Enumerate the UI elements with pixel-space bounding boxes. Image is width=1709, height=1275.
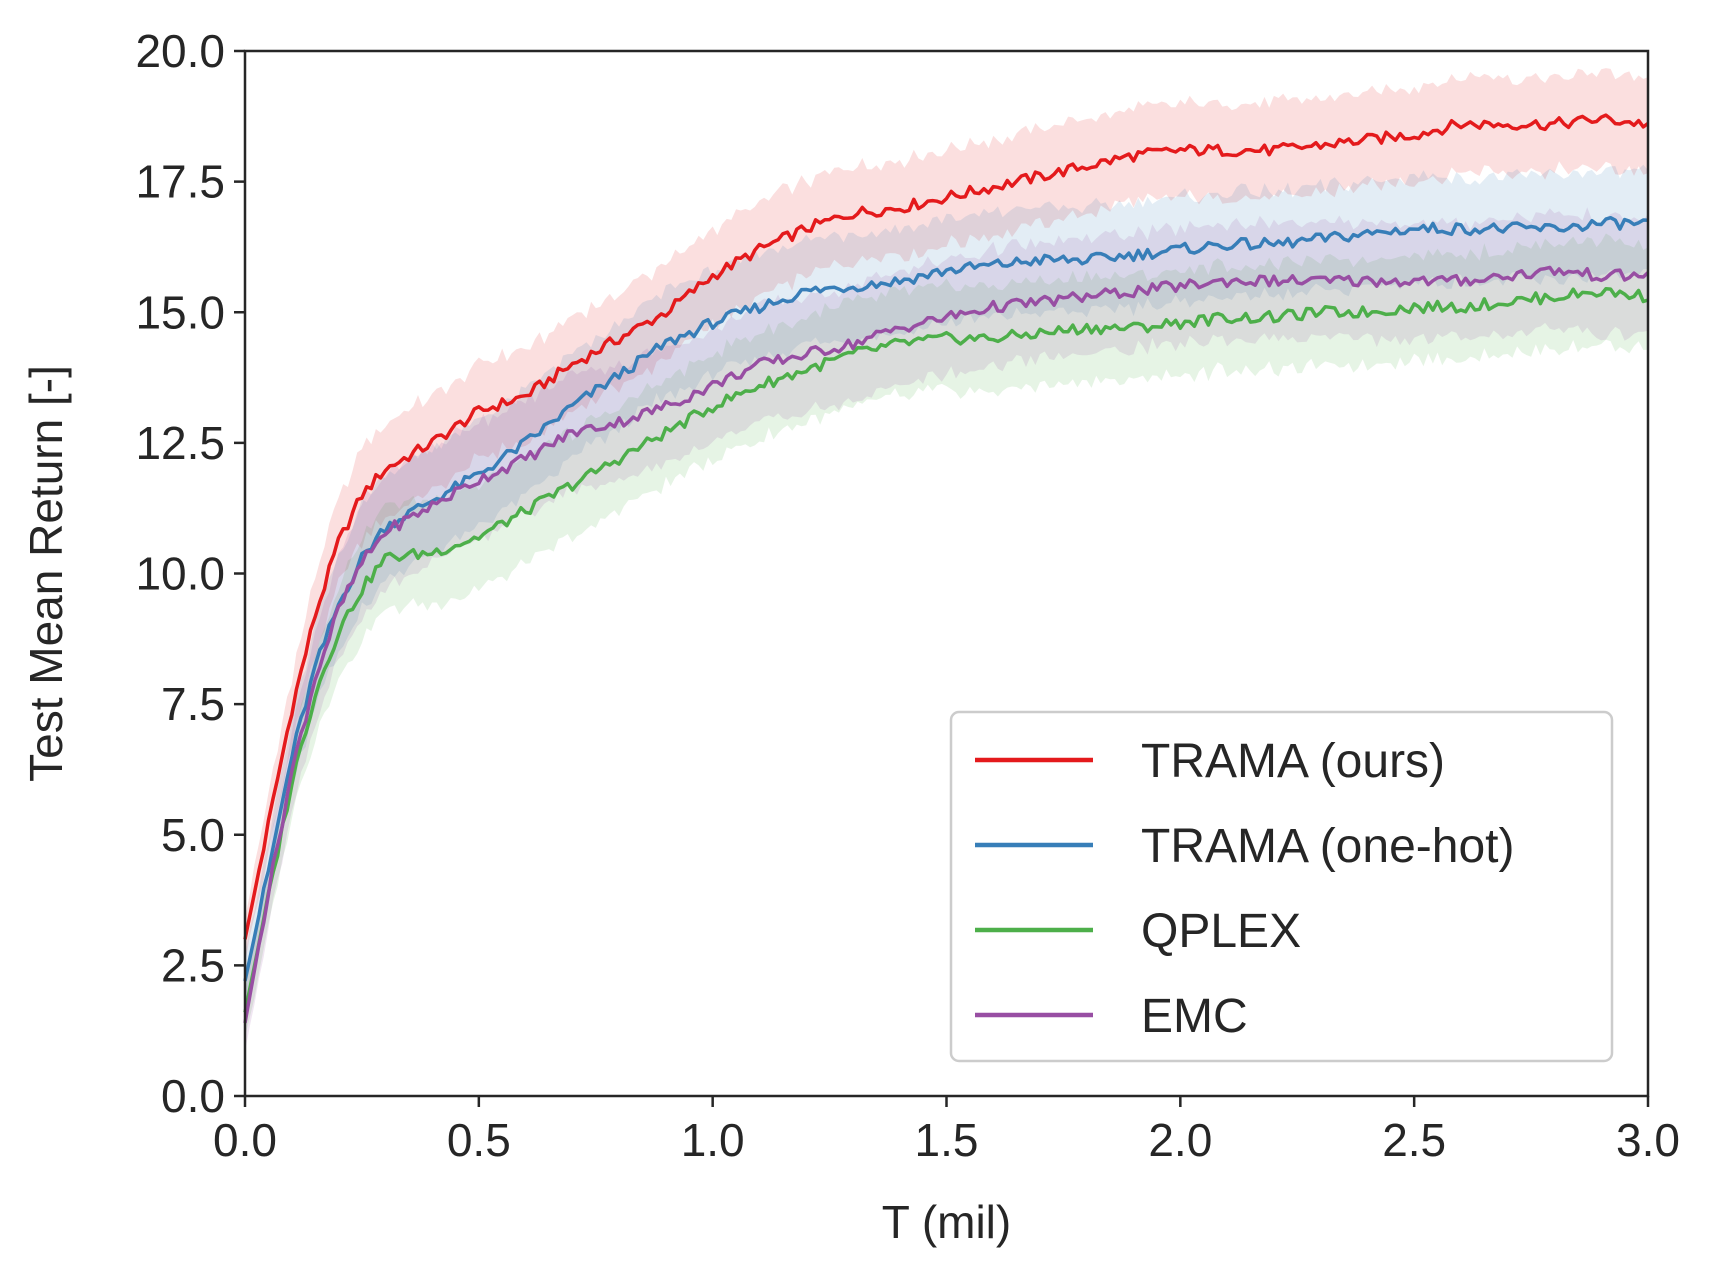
confidence-band [245,233,1648,1037]
x-tick-label: 0.5 [447,1114,511,1166]
legend-item: TRAMA (one-hot) [975,820,1514,873]
y-tick-label: 2.5 [161,939,225,991]
series-lines [243,113,1650,1024]
legend-label: TRAMA (one-hot) [1141,820,1514,873]
x-tick-label: 1.0 [681,1114,745,1166]
y-tick-label: 10.0 [135,548,225,600]
y-tick-label: 15.0 [135,286,225,338]
legend: TRAMA (ours) TRAMA (one-hot) QPLEX EMC [949,710,1614,1063]
legend-label: QPLEX [1141,905,1301,958]
legend-box [949,710,1614,1063]
x-tick-label: 0.0 [213,1114,277,1166]
series-line [243,287,1649,1013]
x-tick-label: 2.5 [1382,1114,1446,1166]
y-axis-label: Test Mean Return [-] [20,365,72,782]
y-tick-label: 0.0 [161,1070,225,1122]
y-axis: 0.0 2.5 5.0 7.5 10.0 12.5 15.0 17.5 20.0 [135,25,245,1122]
y-tick-label: 5.0 [161,809,225,861]
y-tick-label: 7.5 [161,678,225,730]
legend-label: EMC [1141,990,1248,1043]
legend-item: EMC [975,990,1248,1043]
confidence-bands [245,68,1648,1052]
x-tick-label: 1.5 [915,1114,979,1166]
legend-item: TRAMA (ours) [975,735,1445,788]
x-axis-label: T (mil) [882,1196,1011,1248]
x-tick-label: 2.0 [1148,1114,1212,1166]
y-tick-label: 12.5 [135,417,225,469]
confidence-band [245,164,1648,1007]
series-line [243,265,1650,1024]
legend-label: TRAMA (ours) [1141,735,1445,788]
y-tick-label: 20.0 [135,25,225,77]
legend-item: QPLEX [975,905,1301,958]
series-line [243,113,1650,940]
x-axis: 0.0 0.5 1.0 1.5 2.0 2.5 3.0 [213,1096,1680,1166]
y-tick-label: 17.5 [135,156,225,208]
confidence-band [245,207,1648,1052]
x-tick-label: 3.0 [1616,1114,1680,1166]
confidence-band [245,68,1648,966]
series-line [243,215,1649,982]
